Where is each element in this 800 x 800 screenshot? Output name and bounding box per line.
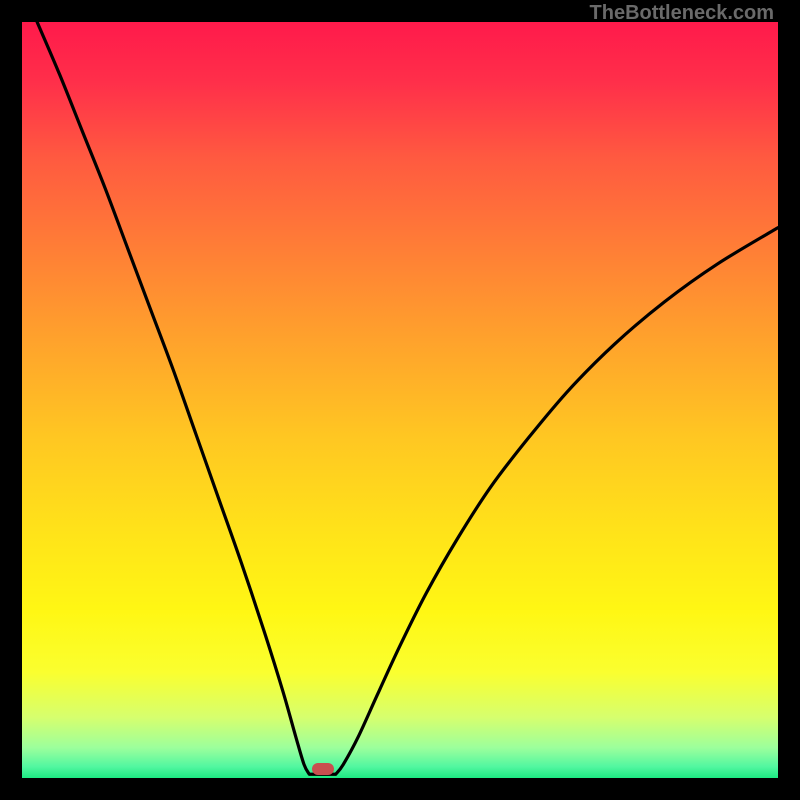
plot-area	[22, 22, 778, 778]
chart-frame: TheBottleneck.com	[0, 0, 800, 800]
bottleneck-curve	[22, 22, 778, 778]
optimal-point-marker	[312, 763, 335, 775]
watermark-text: TheBottleneck.com	[590, 2, 774, 25]
